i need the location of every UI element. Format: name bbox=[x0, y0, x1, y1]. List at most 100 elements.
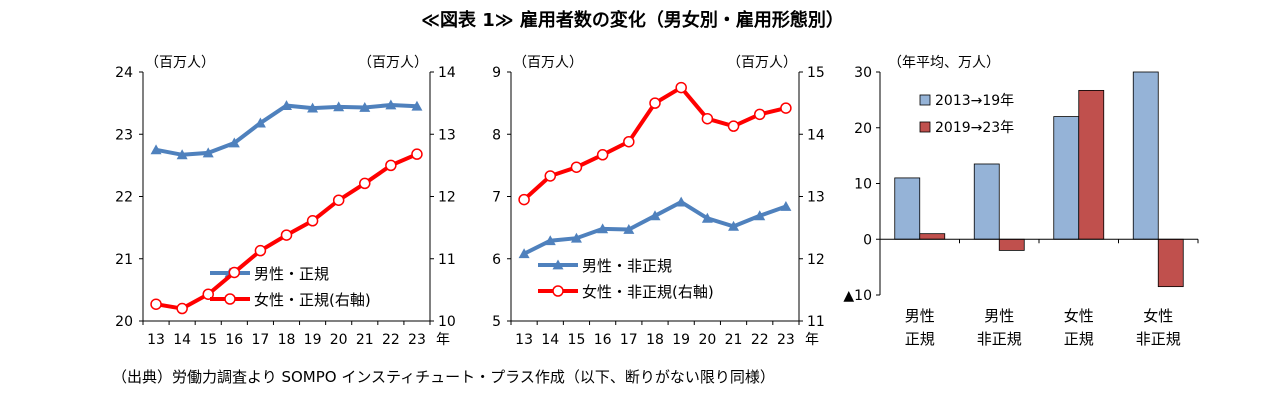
right-tick-label: 14 bbox=[438, 65, 456, 81]
data-point-circle bbox=[623, 135, 635, 148]
bar-category-label: 非正規 bbox=[1136, 330, 1181, 348]
x-tick-label: 17 bbox=[251, 332, 269, 348]
bar-legend-swatch bbox=[919, 94, 931, 106]
bar-category-label: 非正規 bbox=[977, 330, 1022, 348]
x-unit-label: 年 bbox=[805, 332, 819, 348]
data-point-circle bbox=[570, 161, 583, 173]
x-tick-label: 13 bbox=[515, 332, 533, 348]
x-tick-label: 18 bbox=[278, 332, 296, 348]
data-point-circle bbox=[727, 120, 740, 132]
data-point-triangle bbox=[570, 232, 582, 243]
bar-2 bbox=[998, 238, 1025, 251]
data-point-circle bbox=[150, 298, 162, 310]
bar-1 bbox=[1132, 71, 1159, 240]
x-tick-label: 19 bbox=[304, 332, 322, 348]
data-point-circle bbox=[544, 170, 557, 182]
source-note: （出典）労働力調査より SOMPO インスティチュート・プラス作成（以下、断りが… bbox=[112, 368, 775, 386]
x-tick-label: 23 bbox=[777, 332, 795, 348]
x-tick-label: 13 bbox=[147, 332, 165, 348]
data-point-circle bbox=[411, 148, 423, 160]
data-point-triangle bbox=[150, 144, 162, 155]
series-line-1 bbox=[155, 102, 418, 157]
data-point-triangle bbox=[675, 196, 687, 207]
x-tick-label: 16 bbox=[594, 332, 612, 348]
right-unit-label: （百万人） bbox=[358, 55, 428, 71]
data-point-circle bbox=[518, 193, 530, 206]
x-tick-label: 16 bbox=[225, 332, 243, 348]
bar-2 bbox=[1157, 238, 1184, 288]
data-point-circle bbox=[675, 81, 687, 94]
bar-y-tick-label: 20 bbox=[854, 121, 872, 137]
x-tick-label: 20 bbox=[698, 332, 716, 348]
data-point-triangle bbox=[649, 210, 661, 221]
right-tick-label: 11 bbox=[438, 252, 456, 268]
right-unit-label: （百万人） bbox=[727, 55, 797, 71]
data-point-circle bbox=[596, 149, 609, 161]
legend-marker-circle bbox=[552, 285, 564, 297]
right-tick-label: 14 bbox=[807, 127, 825, 143]
data-point-triangle bbox=[307, 102, 319, 113]
data-point-triangle bbox=[202, 147, 214, 158]
data-point-triangle bbox=[254, 117, 266, 128]
bar-1 bbox=[1053, 116, 1080, 240]
bar-category-label: 正規 bbox=[905, 330, 935, 348]
data-point-triangle bbox=[623, 223, 635, 234]
bar-category-label: 女性 bbox=[1064, 307, 1094, 325]
x-tick-label: 22 bbox=[751, 332, 769, 348]
data-point-circle bbox=[332, 194, 345, 206]
x-tick-label: 20 bbox=[330, 332, 348, 348]
left-tick-label: 21 bbox=[115, 252, 133, 268]
left-tick-label: 24 bbox=[115, 65, 133, 81]
x-tick-label: 17 bbox=[620, 332, 638, 348]
data-point-triangle bbox=[518, 248, 530, 259]
left-tick-label: 7 bbox=[492, 190, 501, 206]
x-tick-label: 23 bbox=[408, 332, 426, 348]
right-tick-label: 11 bbox=[807, 314, 825, 330]
data-point-circle bbox=[359, 177, 371, 190]
bar-y-tick-label: ▲10 bbox=[843, 288, 872, 304]
right-tick-label: 12 bbox=[438, 190, 456, 206]
data-point-triangle bbox=[754, 210, 766, 221]
data-point-triangle bbox=[728, 220, 740, 231]
data-point-triangle bbox=[411, 100, 423, 111]
legend-marker-triangle bbox=[552, 259, 564, 270]
bar-1 bbox=[894, 177, 921, 240]
data-point-triangle bbox=[701, 212, 713, 223]
data-point-triangle bbox=[780, 200, 792, 211]
right-tick-label: 13 bbox=[807, 190, 825, 206]
x-tick-label: 21 bbox=[725, 332, 743, 348]
left-tick-label: 8 bbox=[492, 127, 501, 143]
data-point-circle bbox=[701, 112, 714, 125]
x-unit-label: 年 bbox=[436, 332, 450, 348]
bar-category-label: 女性 bbox=[1143, 307, 1173, 325]
series-line-1 bbox=[523, 199, 787, 256]
left-tick-label: 6 bbox=[492, 252, 501, 268]
line-chart-2: 5 6 7 8 9 11 12 13 14 15 （百万人） （百万人） 13 14 15 16 17 18 19 2… bbox=[492, 55, 825, 348]
line-chart-1: 20 21 22 23 24 10 11 12 13 14 （百万人） （百万人） 13 14 15 16 17… bbox=[115, 55, 456, 348]
data-point-circle bbox=[280, 229, 293, 241]
right-tick-label: 12 bbox=[807, 252, 825, 268]
left-tick-label: 9 bbox=[492, 65, 501, 81]
data-point-triangle bbox=[359, 101, 371, 112]
x-tick-label: 14 bbox=[541, 332, 559, 348]
data-point-triangle bbox=[281, 100, 292, 111]
bar-category-label: 正規 bbox=[1064, 330, 1094, 348]
legend-label: 女性・正規(右軸) bbox=[254, 291, 371, 309]
left-tick-label: 20 bbox=[115, 314, 133, 330]
data-point-triangle bbox=[333, 101, 345, 112]
data-point-circle bbox=[306, 215, 319, 227]
bar-2 bbox=[1078, 89, 1105, 240]
bar-unit-label: （年平均、万人） bbox=[888, 55, 1000, 71]
bar-y-tick-label: 30 bbox=[854, 65, 872, 81]
left-tick-label: 5 bbox=[492, 314, 501, 330]
x-tick-label: 19 bbox=[672, 332, 690, 348]
left-unit-label: （百万人） bbox=[513, 55, 583, 71]
data-point-triangle bbox=[228, 137, 240, 148]
left-tick-label: 22 bbox=[115, 190, 133, 206]
legend-label: 女性・非正規(右軸) bbox=[582, 283, 714, 301]
data-point-triangle bbox=[176, 149, 188, 160]
bar-legend-label: 2019→23年 bbox=[935, 120, 1014, 136]
data-point-circle bbox=[202, 288, 214, 300]
